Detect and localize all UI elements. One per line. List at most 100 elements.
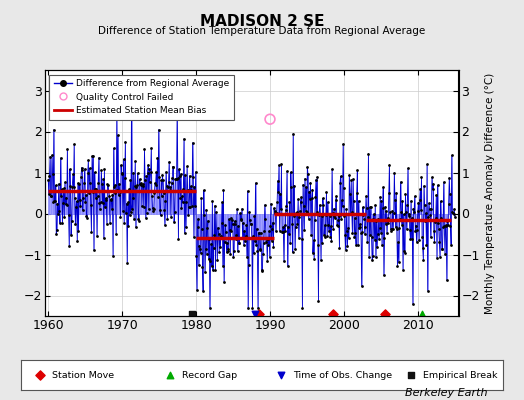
Point [275,162,283,168]
Point [97,167,105,174]
Point [385,190,393,196]
Point [386,209,394,215]
Point [395,259,403,265]
Point [386,226,395,232]
Point [406,227,414,233]
Point [136,181,144,188]
Point [82,213,91,219]
Point [320,232,328,238]
Point [208,198,216,204]
Point [195,242,204,249]
Point [93,232,101,239]
Point [111,190,119,196]
Point [447,242,455,248]
Point [293,220,302,227]
Point [419,244,427,251]
Point [346,210,355,217]
Point [344,235,353,241]
Point [197,195,205,202]
Point [180,230,189,236]
Point [447,152,456,159]
Point [201,246,210,252]
Point [121,174,129,181]
Point [65,243,73,250]
Point [332,196,340,203]
Point [381,221,390,228]
Point [161,198,170,204]
Point [130,216,138,222]
Point [250,238,259,245]
Point [190,234,198,240]
Point [61,179,69,186]
Point [415,237,423,244]
Point [209,267,217,274]
Point [118,170,126,176]
Point [54,181,63,187]
Point [442,222,450,229]
Point [170,219,178,225]
Point [359,204,367,211]
Point [103,181,112,188]
Point [138,203,146,210]
Point [342,206,351,212]
Point [328,166,336,172]
Point [131,158,139,165]
Point [401,191,410,197]
Point [410,209,418,215]
Point [396,179,405,185]
Point [327,237,335,244]
Point [305,196,314,202]
Point [48,152,56,158]
Point [122,210,130,216]
Point [240,228,248,234]
Point [397,209,406,216]
Point [259,251,267,258]
Point [440,222,449,229]
Point [224,246,232,252]
Point [163,184,172,190]
Point [81,198,90,205]
Point [414,199,422,206]
Point [314,242,322,248]
Point [36,372,45,378]
Point [66,166,74,172]
Point [231,218,239,224]
Point [167,214,175,220]
Point [450,211,458,217]
Point [336,180,344,186]
Point [157,177,166,183]
Point [47,193,56,200]
Point [146,178,154,185]
Point [227,215,235,221]
Point [354,198,363,204]
Point [364,150,373,157]
Point [170,209,179,215]
Point [236,210,244,216]
Point [58,186,66,193]
Point [417,207,425,214]
Point [101,204,109,210]
Point [96,206,104,212]
Point [107,206,116,212]
Point [217,220,226,226]
Point [304,171,312,177]
Point [305,188,313,195]
Point [179,186,188,192]
Text: Time of Obs. Change: Time of Obs. Change [293,370,392,380]
Point [299,203,308,209]
Point [253,248,261,254]
Point [161,222,169,228]
Point [124,199,132,206]
Point [369,215,378,222]
Point [73,238,81,244]
Y-axis label: Monthly Temperature Anomaly Difference (°C): Monthly Temperature Anomaly Difference (… [485,72,495,314]
Point [72,198,81,204]
Point [350,198,358,204]
Point [68,183,77,190]
Point [70,141,79,148]
Point [290,213,298,219]
Point [426,212,434,218]
Point [123,259,132,266]
Point [49,198,57,205]
Point [130,183,139,189]
